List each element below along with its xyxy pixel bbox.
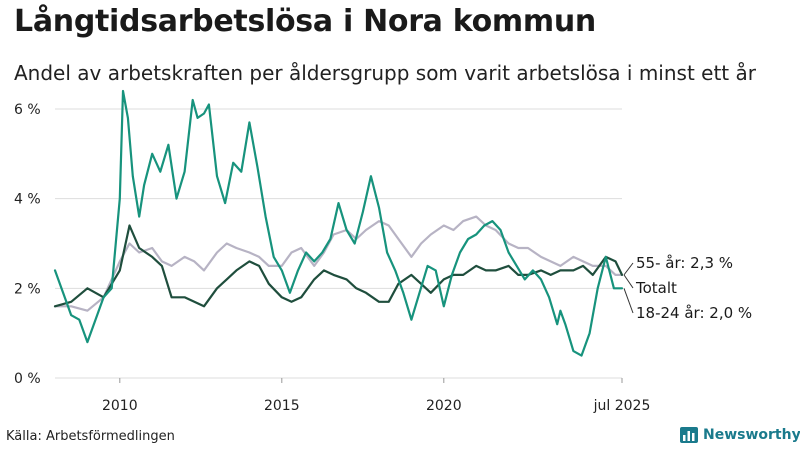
series-lines (53, 89, 624, 357)
y-tick-label: 0 % (14, 371, 41, 387)
label-leader-line (623, 288, 634, 314)
brand-logo: Newsworthy (680, 427, 800, 443)
bar-chart-icon (680, 427, 698, 443)
series-end-label: Totalt (635, 279, 677, 297)
series-line-1 (53, 224, 624, 308)
grid-lines (55, 108, 622, 379)
chart-subtitle: Andel av arbetskraften per åldersgrupp s… (14, 61, 756, 85)
y-tick-label: 6 % (14, 102, 41, 118)
label-leader-line (623, 274, 634, 289)
y-axis-ticks: 0 % 2 % 4 % 6 % (14, 102, 41, 387)
series-line-2 (53, 89, 624, 357)
x-tick-label: 2015 (264, 398, 300, 414)
series-end-labels: 55- år: 2,3 % Totalt 18-24 år: 2,0 % (623, 254, 752, 322)
series-end-label: 18-24 år: 2,0 % (636, 304, 752, 322)
y-tick-label: 2 % (14, 281, 41, 297)
series-line-0 (53, 215, 624, 312)
chart-title: Långtidsarbetslösa i Nora kommun (14, 4, 596, 39)
source-note: Källa: Arbetsförmedlingen (6, 429, 175, 444)
brand-name: Newsworthy (703, 427, 800, 443)
x-tick-label: jul 2025 (593, 398, 651, 414)
x-axis-ticks: 2010 2015 2020 jul 2025 (102, 378, 650, 414)
x-tick-label: 2010 (102, 398, 138, 414)
series-end-label: 55- år: 2,3 % (636, 254, 733, 272)
y-tick-label: 4 % (14, 192, 41, 208)
x-tick-label: 2020 (426, 398, 462, 414)
label-leader-line (623, 262, 634, 276)
